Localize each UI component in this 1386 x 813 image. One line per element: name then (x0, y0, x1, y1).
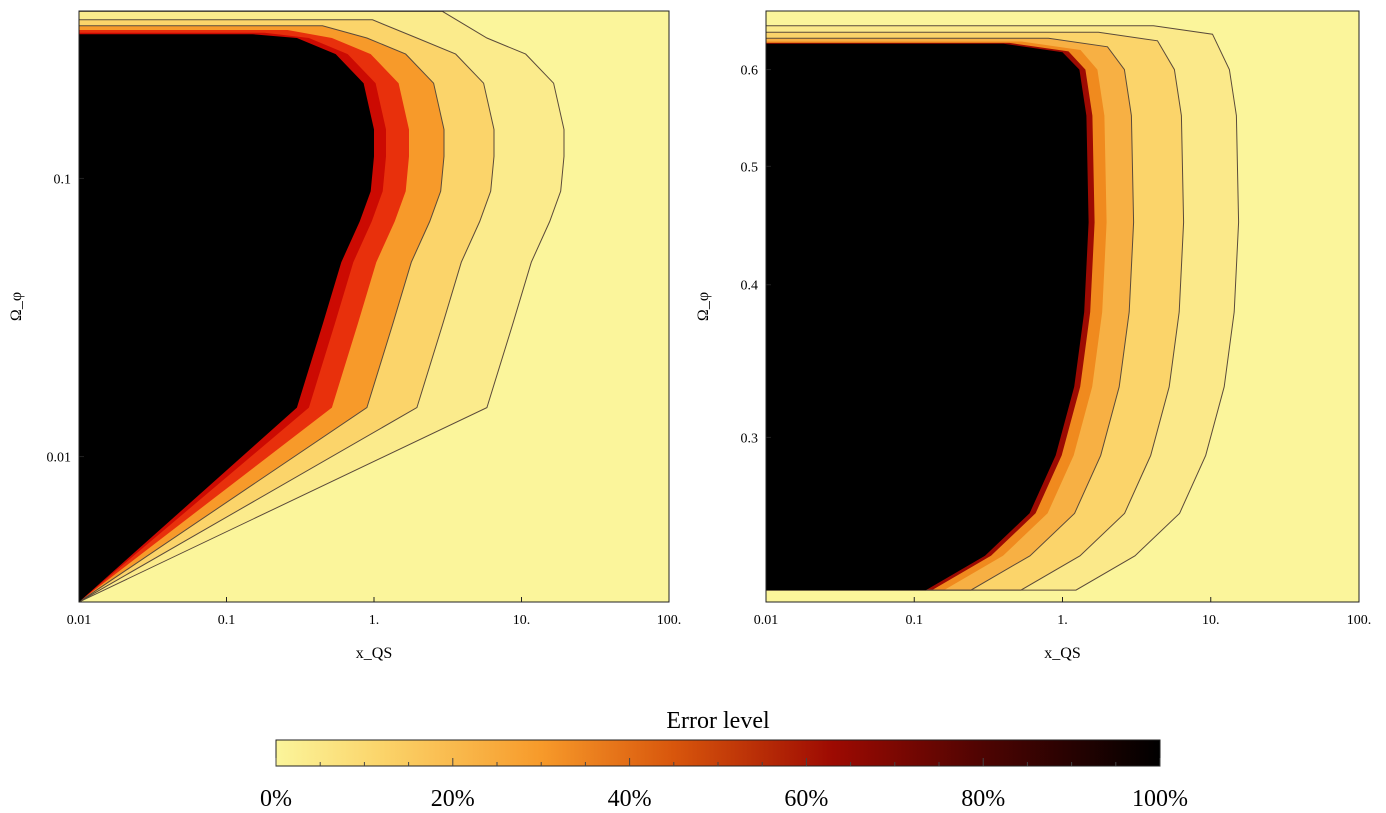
x-tick-label: 0.1 (906, 613, 924, 628)
x-axis-label: x_QS (356, 645, 392, 662)
heatmap-field-2 (766, 11, 1359, 602)
y-tick-label: 0.01 (47, 451, 72, 466)
heatmap-panel-2: 0.01 0.1 1. 10. 100. 0.3 0.4 0.5 0.6 x_QS Ω_φ (695, 10, 1372, 662)
y-tick-label: 0.3 (741, 431, 759, 446)
y-axis-label: Ω_φ (8, 292, 25, 321)
x-tick-label: 100. (657, 613, 682, 628)
colorbar-tick-label: 0% (260, 786, 292, 812)
y-tick-label: 0.6 (741, 64, 759, 79)
x-tick-label: 1. (369, 613, 380, 628)
colorbar-tick-label: 80% (961, 786, 1005, 812)
contour-line-10 (79, 19, 495, 602)
colorbar-tick-label: 20% (431, 786, 475, 812)
colorbar-tick-label: 100% (1132, 786, 1188, 812)
colorbar-group: Error level 0% 20% 40% 60% 80% 100% (260, 708, 1188, 812)
colorbar-tick-label: 40% (608, 786, 652, 812)
contour-line-20 (766, 37, 1135, 591)
panels-group: 0.01 0.1 1. 10. 100. 0.01 0.1 x_QS Ω_φ 0.01 0.1 1. 1… (8, 10, 1372, 662)
x-tick-label: 1. (1057, 613, 1068, 628)
heatmap-field-1 (79, 11, 669, 602)
region-100-percent (766, 11, 1089, 602)
y-tick-label: 0.4 (741, 279, 759, 294)
contour-line-20 (79, 25, 445, 602)
colorbar-title: Error level (666, 708, 770, 734)
x-tick-label: 0.1 (218, 613, 236, 628)
x-tick-label: 10. (1202, 613, 1220, 628)
y-axis-label: Ω_φ (695, 292, 712, 321)
y-tick-label: 0.5 (741, 160, 759, 175)
x-axis-label: x_QS (1044, 645, 1080, 662)
colorbar-tick-label: 60% (784, 786, 828, 812)
contour-line-5 (79, 11, 565, 602)
heatmap-panel-1: 0.01 0.1 1. 10. 100. 0.01 0.1 x_QS Ω_φ (8, 10, 682, 662)
x-tick-label: 0.01 (67, 613, 92, 628)
region-100-percent (79, 11, 374, 602)
colorbar-gradient (275, 739, 1161, 767)
contour-line-10 (766, 31, 1185, 591)
x-tick-label: 10. (513, 613, 531, 628)
y-tick-label: 0.1 (54, 172, 72, 187)
contour-line-5 (766, 25, 1240, 591)
x-tick-label: 100. (1347, 613, 1372, 628)
x-tick-label: 0.01 (754, 613, 779, 628)
